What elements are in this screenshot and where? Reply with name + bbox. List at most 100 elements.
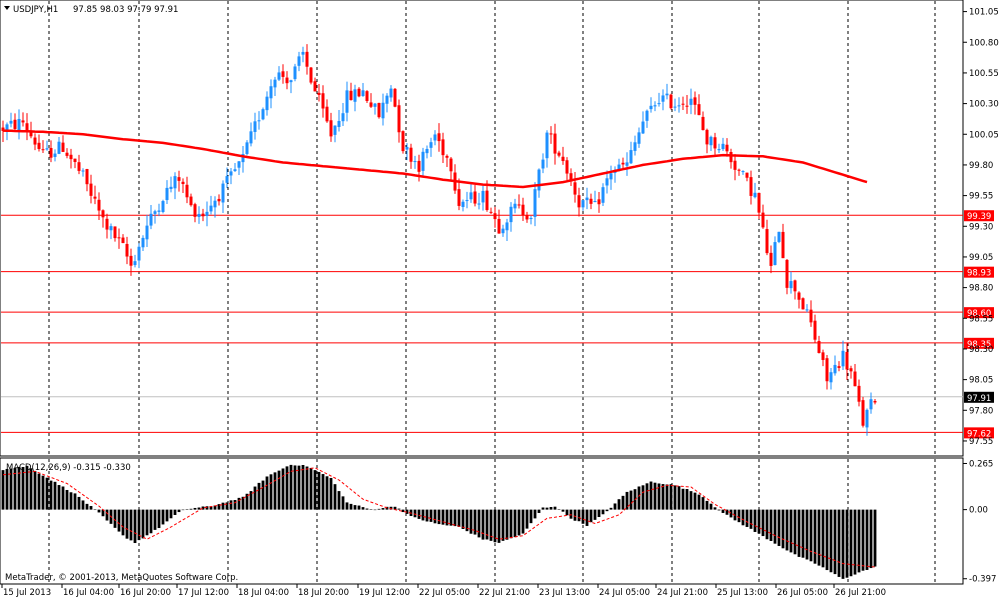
macd-bar bbox=[705, 500, 709, 510]
candle-body bbox=[129, 255, 133, 266]
candle-body bbox=[669, 94, 673, 109]
macd-bar bbox=[701, 497, 705, 510]
macd-bar bbox=[853, 509, 857, 575]
candle-body bbox=[661, 95, 665, 102]
macd-bar bbox=[429, 509, 433, 522]
macd-bar bbox=[293, 465, 297, 510]
macd-bar bbox=[693, 492, 697, 510]
candle-body bbox=[369, 102, 373, 107]
macd-bar bbox=[509, 509, 513, 539]
macd-bar bbox=[89, 506, 93, 510]
macd-bar bbox=[281, 468, 285, 510]
macd-bar bbox=[213, 505, 217, 510]
macd-bar bbox=[401, 509, 405, 513]
macd-bar bbox=[541, 507, 545, 510]
candle-body bbox=[21, 120, 25, 123]
candle-body bbox=[649, 105, 653, 110]
candle-body bbox=[41, 149, 45, 151]
candle-body bbox=[589, 198, 593, 204]
candle-body bbox=[53, 153, 57, 157]
macd-bar bbox=[833, 509, 837, 575]
macd-bar bbox=[341, 496, 345, 510]
macd-bar bbox=[485, 509, 489, 540]
candle-body bbox=[253, 121, 257, 132]
candle-body bbox=[393, 88, 397, 107]
candle-body bbox=[273, 79, 277, 88]
candle-body bbox=[469, 192, 473, 200]
macd-bar bbox=[553, 506, 557, 510]
candle-body bbox=[197, 213, 201, 217]
macd-bar bbox=[677, 486, 681, 510]
macd-bar bbox=[193, 507, 197, 510]
macd-label: MACD(12,26,9) -0.315 -0.330 bbox=[6, 463, 131, 473]
horizontal-levels[interactable]: 99.39 98.93 98.60 98.35 97.62 97.91 bbox=[1, 210, 994, 439]
candle-body bbox=[1, 127, 5, 132]
macd-bar bbox=[565, 509, 569, 516]
macd-bar bbox=[257, 482, 261, 510]
macd-bar bbox=[277, 470, 281, 510]
candle-body bbox=[217, 198, 221, 202]
macd-bar bbox=[413, 509, 417, 518]
candle-body bbox=[225, 176, 229, 183]
candle-body bbox=[457, 189, 461, 206]
macd-bar bbox=[785, 509, 789, 551]
candle-body bbox=[97, 199, 101, 211]
macd-bar bbox=[657, 483, 661, 510]
candle-body bbox=[557, 152, 561, 156]
macd-bar bbox=[57, 485, 61, 510]
macd-bar bbox=[357, 505, 361, 510]
candle-body bbox=[501, 228, 505, 234]
time-tick-label: 26 Jul 21:00 bbox=[835, 588, 886, 598]
candle-body bbox=[133, 261, 137, 266]
candle-body bbox=[417, 160, 421, 172]
macd-bar bbox=[521, 509, 525, 534]
candle-body bbox=[849, 368, 853, 372]
candle-body bbox=[673, 106, 677, 108]
macd-bar bbox=[29, 468, 33, 510]
candle-body bbox=[441, 139, 445, 156]
price-tick-label: 99.30 bbox=[969, 222, 993, 232]
macd-bar bbox=[613, 503, 617, 510]
macd-bar bbox=[53, 481, 57, 510]
candle-body bbox=[281, 71, 285, 77]
level-tag-label: 98.60 bbox=[967, 309, 991, 319]
macd-bar bbox=[573, 509, 577, 521]
candle-body bbox=[433, 134, 437, 141]
macd-bar bbox=[209, 506, 213, 510]
level-tag bbox=[964, 427, 994, 439]
candle-body bbox=[869, 399, 873, 410]
candle-body bbox=[245, 142, 249, 154]
candle-body bbox=[665, 93, 669, 96]
macd-bar bbox=[325, 476, 329, 510]
macd-bar bbox=[461, 509, 465, 529]
macd-bar bbox=[133, 509, 137, 544]
candle-body bbox=[293, 66, 297, 80]
candle-body bbox=[229, 171, 233, 176]
chart-dropdown-icon[interactable] bbox=[4, 6, 10, 10]
macd-bar bbox=[469, 509, 473, 534]
level-tag-label: 98.93 bbox=[967, 269, 991, 279]
candle-body bbox=[169, 186, 173, 189]
candle-body bbox=[237, 161, 241, 168]
macd-bar bbox=[297, 465, 301, 510]
candle-body bbox=[833, 364, 837, 374]
candle-body bbox=[785, 259, 789, 288]
candle-body bbox=[533, 189, 537, 217]
macd-bar bbox=[149, 509, 153, 534]
candle-body bbox=[241, 154, 245, 163]
macd-bar bbox=[65, 489, 69, 510]
macd-bar bbox=[161, 509, 165, 525]
candle-body bbox=[313, 81, 317, 92]
candle-body bbox=[149, 213, 153, 226]
candle-body bbox=[377, 102, 381, 118]
candle-body bbox=[529, 218, 533, 220]
candle-body bbox=[49, 147, 53, 158]
candle-body bbox=[737, 169, 741, 171]
level-tag bbox=[964, 307, 994, 319]
candle-body bbox=[497, 218, 501, 234]
candle-body bbox=[117, 237, 121, 239]
macd-bar bbox=[185, 509, 189, 510]
macd-bar bbox=[665, 484, 669, 510]
candle-body bbox=[185, 184, 189, 198]
